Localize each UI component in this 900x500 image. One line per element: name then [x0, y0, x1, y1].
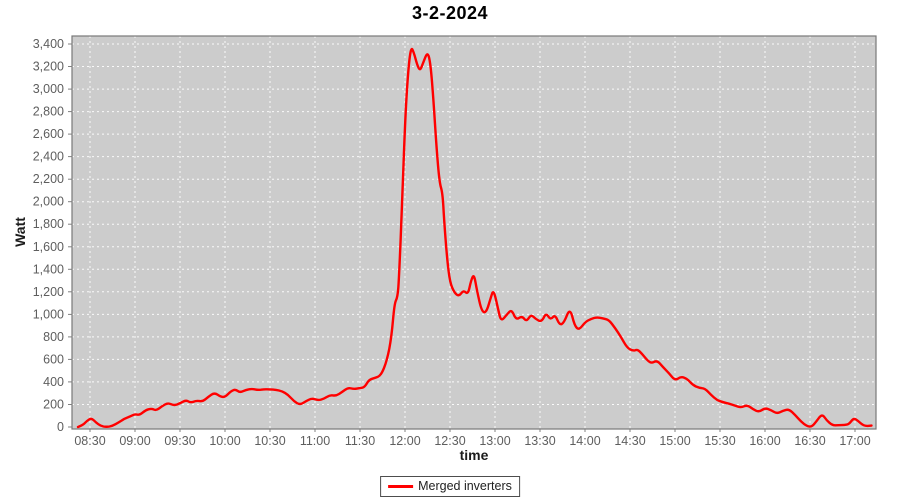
x-tick-label: 08:30: [74, 434, 105, 448]
x-tick-label: 17:00: [839, 434, 870, 448]
y-tick-label: 1,600: [33, 240, 64, 254]
x-tick-label: 12:30: [434, 434, 465, 448]
x-tick-label: 13:30: [524, 434, 555, 448]
x-tick-label: 11:30: [345, 434, 375, 448]
y-tick-label: 400: [43, 375, 64, 389]
y-tick-label: 2,000: [33, 195, 64, 209]
x-tick-label: 09:00: [119, 434, 150, 448]
y-tick-label: 2,800: [33, 105, 64, 119]
x-tick-label: 14:30: [614, 434, 645, 448]
y-tick-label: 0: [57, 420, 64, 434]
plot-background: [72, 36, 876, 429]
legend: Merged inverters: [380, 476, 520, 497]
y-tick-label: 2,600: [33, 127, 64, 141]
x-tick-label: 11:00: [300, 434, 330, 448]
x-tick-label: 15:00: [659, 434, 690, 448]
x-tick-label: 13:00: [479, 434, 510, 448]
y-tick-label: 1,400: [33, 262, 64, 276]
plot-border: [71, 35, 877, 430]
y-tick-label: 3,400: [33, 37, 64, 51]
y-tick-label: 3,200: [33, 60, 64, 74]
y-tick-label: 1,800: [33, 217, 64, 231]
y-tick-label: 1,200: [33, 285, 64, 299]
x-tick-label: 12:00: [389, 434, 420, 448]
series-line: [76, 47, 873, 429]
y-tick-label: 3,000: [33, 82, 64, 96]
legend-line-icon: [388, 484, 414, 488]
y-tick-label: 800: [43, 330, 64, 344]
x-tick-label: 10:00: [209, 434, 240, 448]
y-tick-label: 200: [43, 398, 64, 412]
y-tick-label: 2,200: [33, 172, 64, 186]
x-tick-label: 16:30: [794, 434, 825, 448]
x-tick-label: 15:30: [704, 434, 735, 448]
x-tick-label: 14:00: [569, 434, 600, 448]
x-tick-label: 09:30: [164, 434, 195, 448]
legend-label: Merged inverters: [418, 479, 512, 493]
chart-title: 3-2-2024: [411, 3, 489, 23]
x-tick-label: 16:00: [749, 434, 780, 448]
x-tick-label: 10:30: [254, 434, 285, 448]
y-axis-title: Watt: [12, 217, 28, 247]
y-tick-label: 2,400: [33, 150, 64, 164]
x-axis-title: time: [459, 447, 489, 463]
y-tick-label: 1,000: [33, 307, 64, 321]
y-tick-label: 600: [43, 352, 64, 366]
